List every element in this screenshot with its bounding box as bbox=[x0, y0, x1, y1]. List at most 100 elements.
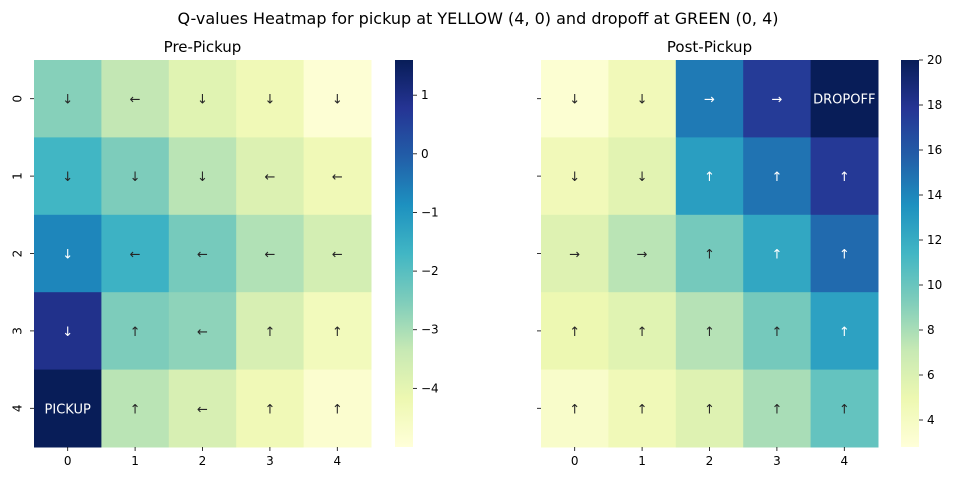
heatmap-0-annotation-2-4: ← bbox=[332, 248, 343, 263]
heatmap-1-annotation-4-0: ↑ bbox=[569, 402, 580, 417]
heatmap-1-xtick-1: 1 bbox=[638, 454, 646, 468]
colorbar-1-tick-0: 20 bbox=[927, 53, 942, 67]
heatmap-1-cell-3-2 bbox=[675, 292, 744, 371]
heatmap-0-annotation-0-2: ↓ bbox=[197, 93, 208, 108]
heatmap-0-cell-4-3 bbox=[236, 369, 305, 448]
figure-title: Q-values Heatmap for pickup at YELLOW (4… bbox=[177, 9, 778, 28]
heatmap-1-cell-2-0 bbox=[541, 214, 609, 293]
heatmap-0-cell-1-4 bbox=[303, 137, 372, 216]
heatmap-0-cell-2-1 bbox=[101, 214, 170, 293]
heatmap-0-annotation-1-2: ↓ bbox=[197, 170, 208, 185]
heatmap-0-ytick-0: 0 bbox=[11, 95, 25, 103]
heatmap-1-annotation-1-0: ↓ bbox=[569, 170, 580, 185]
heatmap-1-annotation-4-1: ↑ bbox=[637, 402, 648, 417]
colorbar-1-tick-5: 10 bbox=[927, 278, 942, 292]
heatmap-1-annotation-4-4: ↑ bbox=[839, 402, 850, 417]
heatmap-0-annotation-2-1: ← bbox=[130, 248, 141, 263]
heatmap-0-annotation-1-1: ↓ bbox=[130, 170, 141, 185]
colorbar-1-tick-6: 8 bbox=[927, 323, 935, 337]
heatmap-0-annotation-4-3: ↑ bbox=[264, 402, 275, 417]
heatmap-1: Post-Pickup ↓ ↓ → → DROPOFF ↓ ↓ ↑ ↑ ↑ → → ↑ ↑ ↑ ↑ ↑ ↑ ↑ ↑ ↑ ↑ ↑… bbox=[537, 38, 942, 468]
heatmap-0-xtick-1: 1 bbox=[131, 454, 139, 468]
heatmap-0-annotation-0-1: ← bbox=[130, 93, 141, 108]
heatmap-1-annotation-2-3: ↑ bbox=[771, 248, 782, 263]
heatmap-1-cell-4-0 bbox=[541, 369, 609, 448]
heatmap-1-cell-1-2 bbox=[675, 137, 744, 216]
colorbar-1-tick-2: 16 bbox=[927, 143, 942, 157]
heatmap-1-annotation-0-3: → bbox=[771, 93, 782, 108]
heatmap-1-annotation-3-3: ↑ bbox=[771, 325, 782, 340]
heatmap-1-annotation-3-4: ↑ bbox=[839, 325, 850, 340]
heatmap-1-annotation-1-4: ↑ bbox=[839, 170, 850, 185]
colorbar-1-tick-3: 14 bbox=[927, 188, 942, 202]
heatmap-1-annotation-2-0: → bbox=[569, 248, 580, 263]
heatmap-1-annotation-4-3: ↑ bbox=[771, 402, 782, 417]
colorbar-0 bbox=[395, 60, 413, 447]
heatmap-0-cell-3-2 bbox=[168, 292, 237, 371]
heatmap-0-annotation-3-1: ↑ bbox=[130, 325, 141, 340]
colorbar-1 bbox=[901, 60, 919, 447]
heatmap-1-cell-0-4 bbox=[810, 60, 879, 138]
heatmap-1-annotation-2-2: ↑ bbox=[704, 248, 715, 263]
heatmap-0-annotation-3-3: ↑ bbox=[264, 325, 275, 340]
heatmap-0-ytick-4: 4 bbox=[11, 404, 25, 412]
heatmap-1-cell-0-0 bbox=[541, 60, 609, 138]
heatmap-1-cell-4-4 bbox=[810, 369, 879, 448]
heatmap-1-cell-4-1 bbox=[608, 369, 677, 448]
heatmap-0-cell-4-1 bbox=[101, 369, 170, 448]
heatmap-1-annotation-2-4: ↑ bbox=[839, 248, 850, 263]
heatmap-1-cell-1-3 bbox=[743, 137, 812, 216]
heatmap-0-annotation-1-0: ↓ bbox=[62, 170, 73, 185]
heatmap-1-xtick-0: 0 bbox=[571, 454, 579, 468]
heatmap-0-cell-2-2 bbox=[168, 214, 237, 293]
heatmap-0-xtick-4: 4 bbox=[333, 454, 341, 468]
heatmap-1-cell-2-3 bbox=[743, 214, 812, 293]
heatmap-0-annotation-4-2: ← bbox=[197, 402, 208, 417]
heatmap-0-annotation-4-0: PICKUP bbox=[45, 402, 91, 417]
charts-container: Pre-Pickup ↓ ← ↓ ↓ ↓ ↓ ↓ ↓ ← ← ↓ ← ← ← ← ↓ ↑ ← ↑ ↑ PICKUP ↑ ← ↑ ↑… bbox=[11, 38, 943, 468]
heatmap-1-xtick-4: 4 bbox=[840, 454, 848, 468]
heatmap-0-cell-1-2 bbox=[168, 137, 237, 216]
heatmap-0-ytick-3: 3 bbox=[11, 327, 25, 335]
heatmap-0-cell-3-1 bbox=[101, 292, 170, 371]
heatmap-0-annotation-2-0: ↓ bbox=[62, 248, 73, 263]
heatmap-0-cell-0-2 bbox=[168, 60, 237, 138]
colorbar-0-tick-4: −3 bbox=[421, 323, 439, 337]
heatmap-1-annotation-0-1: ↓ bbox=[637, 93, 648, 108]
heatmap-1-annotation-0-4: DROPOFF bbox=[813, 93, 875, 108]
heatmap-1-cell-1-4 bbox=[810, 137, 879, 216]
heatmap-0-cell-4-0 bbox=[34, 369, 102, 448]
heatmap-1-annotation-1-2: ↑ bbox=[704, 170, 715, 185]
heatmap-0-annotation-0-3: ↓ bbox=[264, 93, 275, 108]
heatmap-0: Pre-Pickup ↓ ← ↓ ↓ ↓ ↓ ↓ ↓ ← ← ↓ ← ← ← ← ↓ ↑ ← ↑ ↑ PICKUP ↑ ← ↑ ↑… bbox=[11, 38, 439, 468]
heatmap-0-ytick-1: 1 bbox=[11, 172, 25, 180]
heatmap-0-annotation-4-4: ↑ bbox=[332, 402, 343, 417]
heatmap-0-annotation-1-3: ← bbox=[264, 170, 275, 185]
heatmap-1-cell-4-3 bbox=[743, 369, 812, 448]
heatmap-0-cell-3-3 bbox=[236, 292, 305, 371]
heatmap-1-annotation-3-2: ↑ bbox=[704, 325, 715, 340]
heatmap-0-annotation-2-2: ← bbox=[197, 248, 208, 263]
heatmap-0-cell-0-0 bbox=[34, 60, 102, 138]
heatmap-0-cell-4-4 bbox=[303, 369, 372, 448]
heatmap-0-annotation-0-0: ↓ bbox=[62, 93, 73, 108]
colorbar-1-tick-4: 12 bbox=[927, 233, 942, 247]
colorbar-1-tick-1: 18 bbox=[927, 98, 942, 112]
heatmap-1-xtick-3: 3 bbox=[773, 454, 781, 468]
heatmap-0-cell-0-3 bbox=[236, 60, 305, 138]
heatmap-0-annotation-2-3: ← bbox=[264, 248, 275, 263]
heatmap-0-cell-2-4 bbox=[303, 214, 372, 293]
heatmap-1-cell-4-2 bbox=[675, 369, 744, 448]
heatmap-0-annotation-3-0: ↓ bbox=[62, 325, 73, 340]
heatmap-0-cell-4-2 bbox=[168, 369, 237, 448]
heatmap-0-annotation-4-1: ↑ bbox=[130, 402, 141, 417]
heatmap-1-cell-2-2 bbox=[675, 214, 744, 293]
heatmap-0-cell-3-0 bbox=[34, 292, 102, 371]
heatmap-1-annotation-0-2: → bbox=[704, 93, 715, 108]
heatmap-0-annotation-1-4: ← bbox=[332, 170, 343, 185]
heatmap-0-title: Pre-Pickup bbox=[164, 38, 242, 56]
colorbar-0-tick-3: −2 bbox=[421, 264, 439, 278]
heatmap-1-cell-3-4 bbox=[810, 292, 879, 371]
colorbar-0-tick-2: −1 bbox=[421, 205, 439, 219]
